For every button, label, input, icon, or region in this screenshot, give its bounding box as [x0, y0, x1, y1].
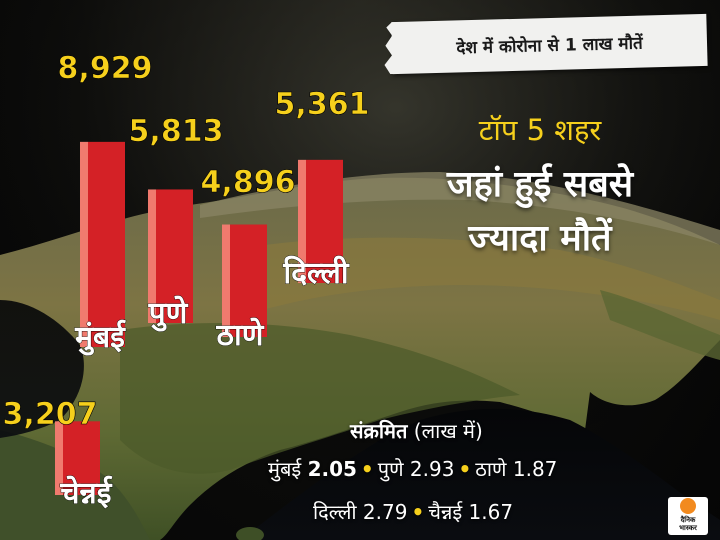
bar: [222, 224, 267, 337]
bar-value-label: 8,929: [58, 51, 153, 86]
bullet-icon: •: [458, 457, 472, 481]
infected-unit: (लाख में): [413, 419, 483, 443]
bullet-icon: •: [411, 500, 425, 524]
sun-icon: [680, 498, 696, 514]
city-label: ठाणे: [216, 317, 265, 353]
chart-title-line-1: जहां हुई सबसे: [446, 164, 634, 205]
bar: [80, 141, 125, 347]
infected-city: पुणे: [377, 457, 404, 481]
headline-banner: देश में कोरोना से 1 लाख मौतें: [391, 13, 708, 75]
bar-value-label: 4,896: [201, 165, 296, 200]
infected-heading-label: संक्रमित: [350, 419, 408, 443]
chart-title-line-2: ज्यादा मौतें: [468, 218, 612, 259]
bar-value-label: 5,813: [129, 114, 224, 149]
bar: [148, 189, 193, 323]
infected-value: 2.93: [409, 457, 455, 481]
infected-value: 1.67: [468, 500, 514, 524]
bar: [298, 159, 343, 283]
bar-value-label: 5,361: [275, 87, 370, 122]
logo-text: दैनिक भास्कर: [679, 516, 697, 532]
logo-line-1: दैनिक: [680, 516, 696, 524]
infected-city: मुंबई: [268, 457, 302, 481]
infected-heading: संक्रमित (लाख में): [350, 417, 483, 444]
bar-value-label: 3,207: [3, 397, 98, 432]
city-label: दिल्ली: [282, 255, 350, 291]
headline-text: देश में कोरोना से 1 लाख मौतें: [456, 33, 643, 58]
infected-line-2: दिल्ली 2.79 • चैन्नई 1.67: [313, 498, 513, 525]
infected-line-1: मुंबई 2.05 • पुणे 2.93 • ठाणे 1.87: [268, 455, 557, 482]
infected-value: 1.87: [512, 457, 558, 481]
bullet-icon: •: [360, 457, 374, 481]
dainik-bhaskar-logo: दैनिक भास्कर: [668, 497, 708, 535]
infected-value: 2.79: [362, 500, 408, 524]
bar: [55, 421, 100, 495]
logo-line-2: भास्कर: [679, 524, 697, 532]
infected-city: चैन्नई: [428, 500, 463, 524]
city-label: चेन्नई: [60, 475, 113, 511]
infected-city: ठाणे: [475, 457, 507, 481]
city-label: पुणे: [148, 295, 189, 332]
city-label: मुंबई: [74, 319, 126, 356]
infected-value: 2.05: [307, 457, 357, 481]
chart-subtitle: टॉप 5 शहर: [478, 113, 602, 147]
infected-city: दिल्ली: [313, 500, 357, 524]
